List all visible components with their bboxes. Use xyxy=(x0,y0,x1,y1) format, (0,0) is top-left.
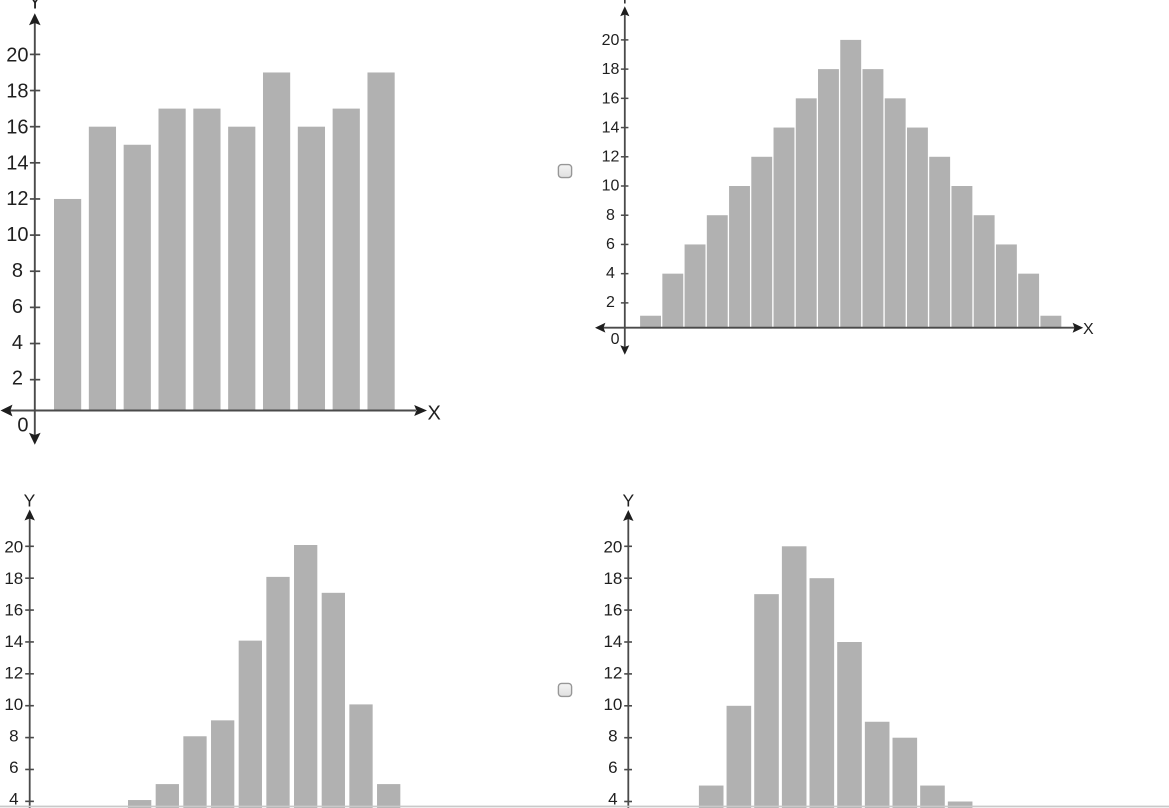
svg-text:20: 20 xyxy=(4,537,23,556)
svg-text:16: 16 xyxy=(603,600,622,619)
svg-text:16: 16 xyxy=(4,600,23,619)
svg-text:16: 16 xyxy=(602,90,620,107)
svg-text:10: 10 xyxy=(603,695,622,714)
svg-text:X: X xyxy=(1083,321,1094,338)
svg-text:12: 12 xyxy=(603,663,622,682)
svg-text:4: 4 xyxy=(606,265,615,282)
svg-text:Y: Y xyxy=(24,490,36,510)
svg-text:12: 12 xyxy=(6,188,28,210)
svg-text:4: 4 xyxy=(608,789,617,808)
svg-text:16: 16 xyxy=(6,116,28,138)
svg-text:14: 14 xyxy=(602,119,620,136)
svg-text:Y: Y xyxy=(28,0,41,14)
svg-text:20: 20 xyxy=(602,32,620,49)
svg-text:X: X xyxy=(428,403,441,425)
svg-text:2: 2 xyxy=(606,294,615,311)
svg-text:14: 14 xyxy=(603,632,622,651)
svg-text:18: 18 xyxy=(603,569,622,588)
svg-text:8: 8 xyxy=(9,726,18,745)
svg-text:8: 8 xyxy=(608,726,617,745)
svg-text:0: 0 xyxy=(17,414,28,436)
svg-text:10: 10 xyxy=(6,224,28,246)
svg-text:18: 18 xyxy=(6,81,28,103)
svg-text:2: 2 xyxy=(12,368,23,390)
svg-text:0: 0 xyxy=(611,331,620,348)
svg-text:Y: Y xyxy=(623,491,635,511)
svg-text:12: 12 xyxy=(602,149,620,166)
svg-text:20: 20 xyxy=(6,45,28,67)
svg-text:6: 6 xyxy=(9,758,18,777)
svg-text:14: 14 xyxy=(4,632,23,651)
svg-text:Y: Y xyxy=(619,0,630,7)
svg-text:12: 12 xyxy=(4,663,23,682)
svg-text:4: 4 xyxy=(12,332,23,354)
svg-text:4: 4 xyxy=(9,789,18,808)
svg-text:20: 20 xyxy=(603,537,622,556)
svg-text:6: 6 xyxy=(12,296,23,318)
svg-text:18: 18 xyxy=(4,569,23,588)
svg-text:6: 6 xyxy=(606,236,615,253)
svg-text:10: 10 xyxy=(4,695,23,714)
svg-text:6: 6 xyxy=(608,758,617,777)
svg-text:18: 18 xyxy=(602,61,620,78)
svg-text:8: 8 xyxy=(12,260,23,282)
svg-text:10: 10 xyxy=(602,178,620,195)
svg-text:8: 8 xyxy=(606,207,615,224)
svg-text:14: 14 xyxy=(6,152,28,174)
